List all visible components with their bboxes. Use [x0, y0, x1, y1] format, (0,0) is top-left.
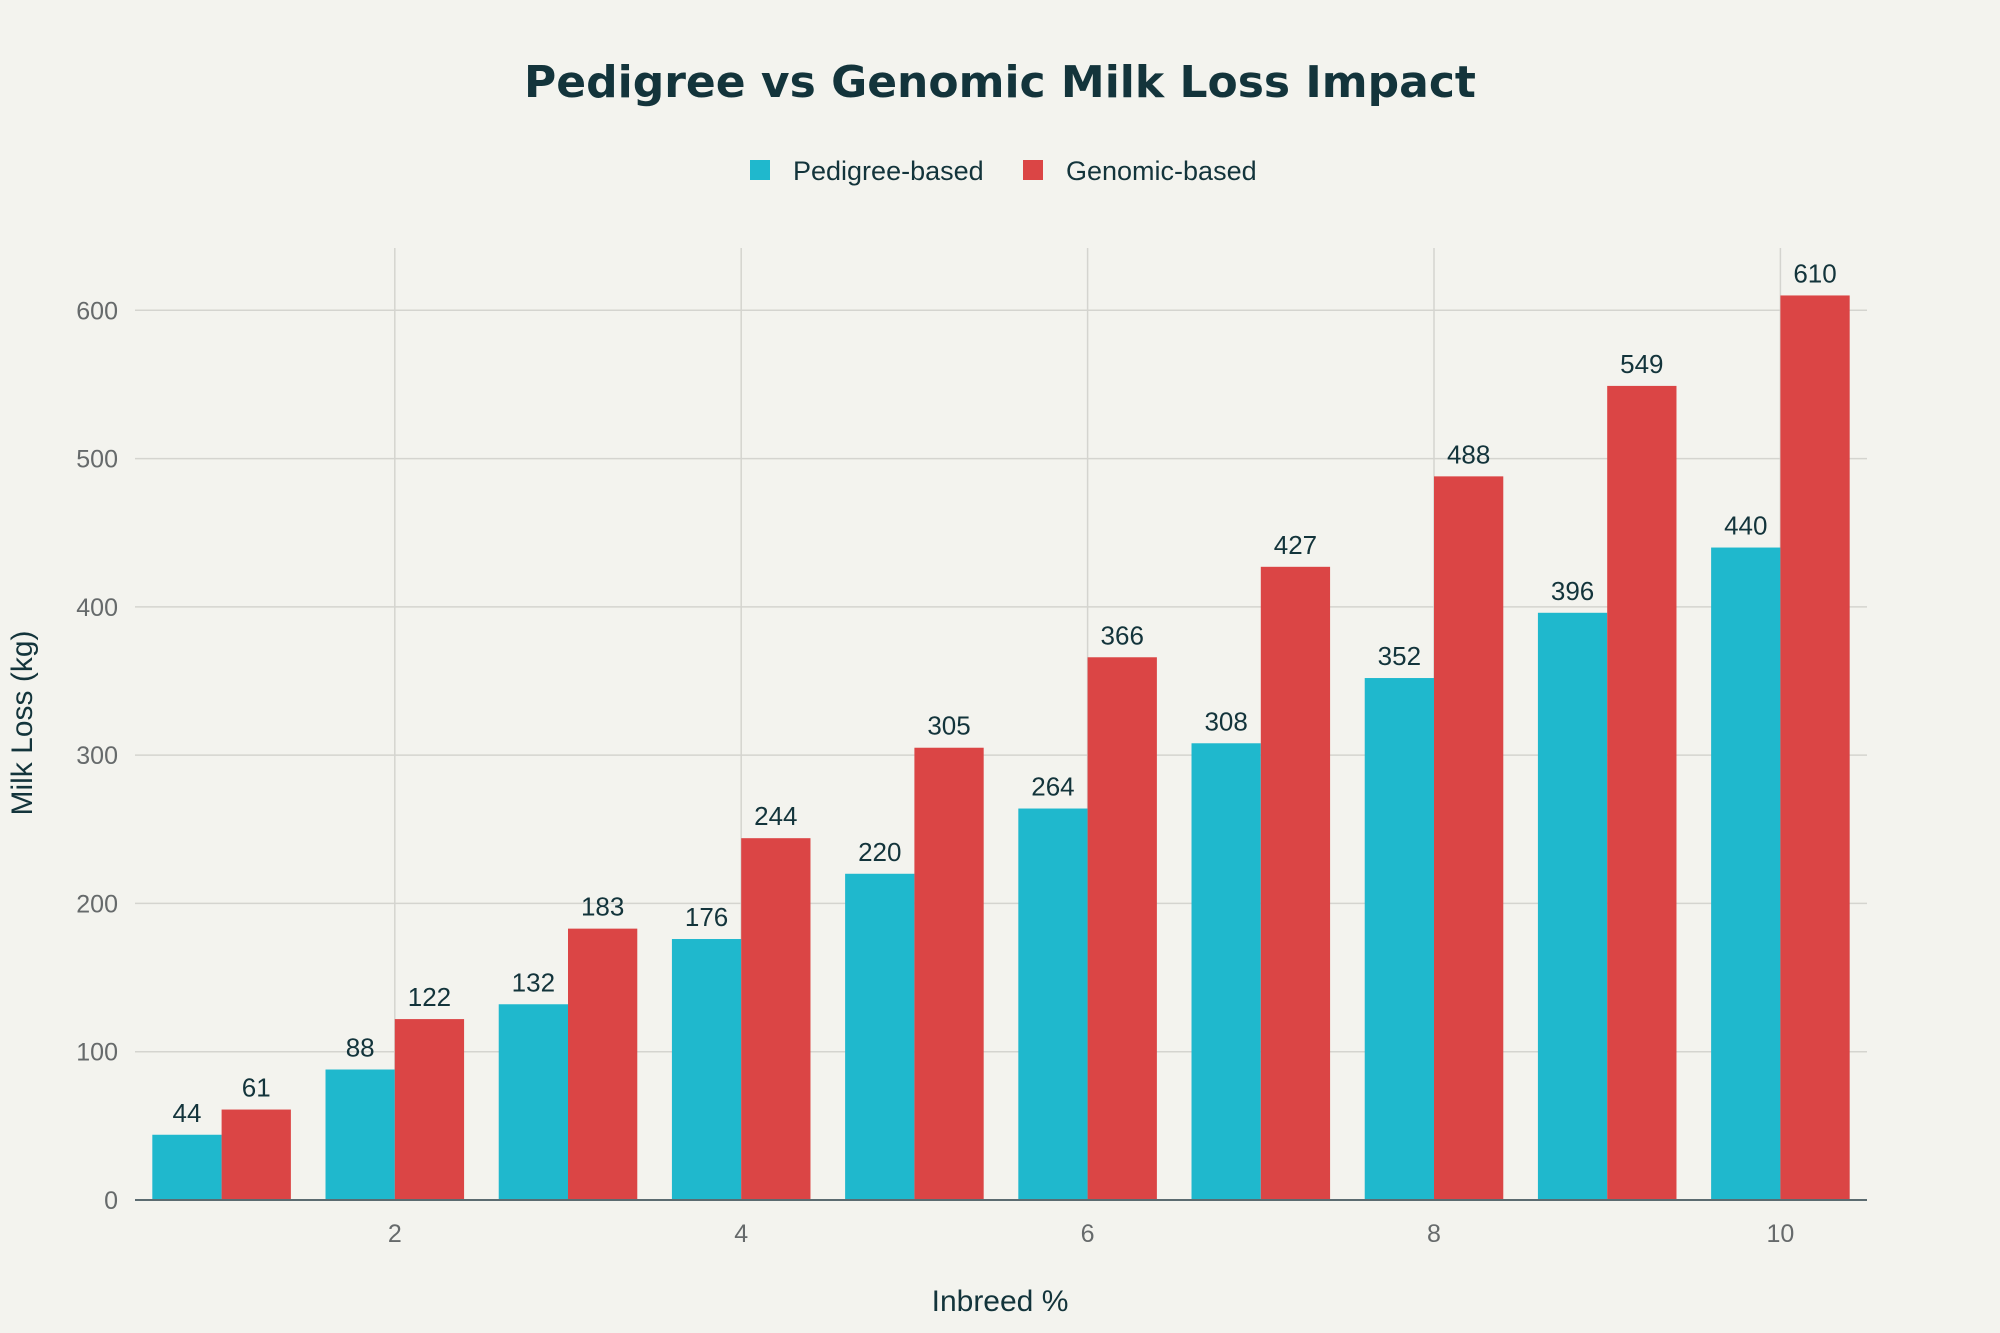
- bar-pedigree[interactable]: [1018, 808, 1088, 1200]
- bar-value-label: 366: [1101, 620, 1144, 650]
- bar-value-label: 132: [512, 967, 555, 997]
- bar-pedigree[interactable]: [1191, 743, 1261, 1200]
- y-axis-label: Milk Loss (kg): [6, 630, 39, 815]
- bar-value-label: 122: [408, 982, 451, 1012]
- y-tick-label: 0: [104, 1187, 118, 1215]
- data-labels: 44 88 132 176 220 264 308 352 396 440 61 122 183 244 3…: [172, 258, 1836, 1127]
- bar-value-label: 549: [1620, 349, 1663, 379]
- bar-genomic[interactable]: [1260, 566, 1331, 1200]
- bar-genomic[interactable]: [394, 1019, 465, 1200]
- bar-value-label: 176: [685, 902, 728, 932]
- bar-pedigree[interactable]: [1537, 612, 1608, 1200]
- bar-pedigree[interactable]: [325, 1069, 395, 1200]
- y-tick-label: 100: [76, 1039, 118, 1067]
- x-tick-label: 8: [1427, 1220, 1441, 1248]
- legend-swatch: [750, 160, 770, 180]
- bar-value-label: 305: [927, 711, 970, 741]
- legend-swatch: [1023, 160, 1043, 180]
- y-tick-label: 200: [76, 890, 118, 918]
- bar-genomic[interactable]: [1087, 657, 1157, 1200]
- bar-value-label: 610: [1793, 258, 1836, 288]
- bar-genomic[interactable]: [1434, 476, 1504, 1201]
- bar-genomic[interactable]: [221, 1109, 291, 1200]
- x-tick-label: 2: [388, 1220, 402, 1248]
- bar-value-label: 396: [1551, 576, 1594, 606]
- legend-label: Pedigree-based: [793, 156, 984, 186]
- bar-pedigree[interactable]: [1364, 678, 1434, 1200]
- bars: [152, 295, 1850, 1201]
- bar-value-label: 427: [1274, 530, 1317, 560]
- y-tick-label: 600: [76, 297, 118, 325]
- axes: 0 100 200 300 400 500 600 2 4 6 8 10: [76, 297, 1867, 1248]
- legend-label: Genomic-based: [1066, 156, 1257, 186]
- bar-value-label: 183: [581, 892, 624, 922]
- y-tick-label: 300: [76, 742, 118, 770]
- bar-value-label: 308: [1204, 706, 1247, 736]
- bar-pedigree[interactable]: [671, 939, 742, 1200]
- legend-item-pedigree[interactable]: Pedigree-based: [750, 156, 984, 186]
- bar-genomic[interactable]: [741, 838, 811, 1200]
- bar-genomic[interactable]: [914, 747, 984, 1200]
- x-tick-label: 10: [1766, 1220, 1794, 1248]
- bar-value-label: 488: [1447, 439, 1490, 469]
- bar-pedigree[interactable]: [1711, 547, 1781, 1200]
- y-tick-label: 500: [76, 446, 118, 474]
- bar-value-label: 440: [1724, 511, 1767, 541]
- bar-pedigree[interactable]: [845, 873, 915, 1200]
- bar-value-label: 244: [754, 801, 797, 831]
- legend[interactable]: Pedigree-based Genomic-based: [750, 156, 1257, 186]
- bar-value-label: 264: [1031, 772, 1074, 802]
- y-tick-label: 400: [76, 594, 118, 622]
- x-axis-label: Inbreed %: [932, 1285, 1069, 1318]
- bar-genomic[interactable]: [568, 928, 638, 1200]
- bar-value-label: 88: [346, 1033, 375, 1063]
- bar-value-label: 61: [242, 1073, 271, 1103]
- bar-genomic[interactable]: [1780, 295, 1850, 1200]
- bar-genomic[interactable]: [1607, 385, 1677, 1200]
- chart-title: Pedigree vs Genomic Milk Loss Impact: [524, 57, 1476, 108]
- x-tick-label: 4: [734, 1220, 748, 1248]
- bar-pedigree[interactable]: [498, 1004, 568, 1200]
- bar-value-label: 44: [172, 1098, 201, 1128]
- x-tick-label: 6: [1081, 1220, 1095, 1248]
- bar-pedigree[interactable]: [152, 1134, 222, 1200]
- bar-value-label: 352: [1378, 641, 1421, 671]
- bar-value-label: 220: [858, 837, 901, 867]
- legend-item-genomic[interactable]: Genomic-based: [1023, 156, 1257, 186]
